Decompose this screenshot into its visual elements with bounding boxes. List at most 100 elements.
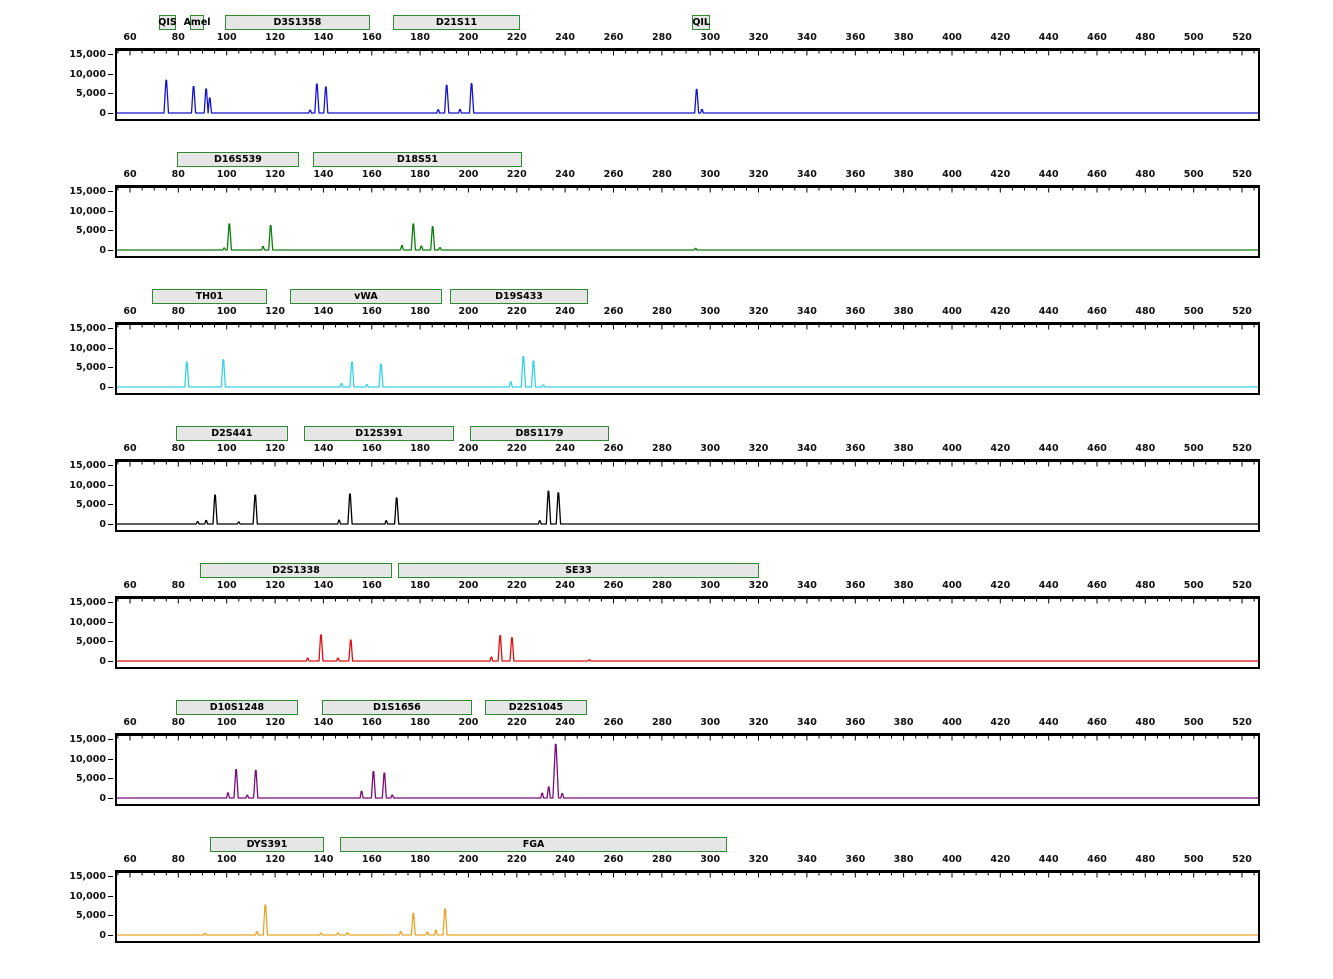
x-tick-label: 440	[1038, 306, 1059, 317]
marker-label: D19S433	[495, 291, 543, 302]
plot-zone: 15,000 10,000 5,000 0	[0, 322, 1333, 395]
marker-box-Amel[interactable]: Amel	[184, 15, 211, 30]
x-tick-label: 460	[1087, 717, 1107, 728]
x-tick-label: 420	[990, 580, 1011, 591]
marker-label: D8S1179	[515, 428, 564, 439]
marker-box-D10S1248[interactable]: D10S1248	[175, 700, 298, 715]
x-tick-label: 180	[410, 443, 431, 454]
y-tick-label: 5,000	[60, 500, 113, 510]
y-tick-label: 10,000	[60, 754, 113, 764]
y-tick-label: 5,000	[60, 89, 113, 99]
x-tick-label: 220	[506, 169, 527, 180]
marker-label: QIL	[692, 17, 710, 28]
x-tick-label: 360	[845, 717, 866, 728]
x-tick-label: 80	[171, 717, 185, 728]
plot-zone: 15,000 10,000 5,000 0	[0, 48, 1333, 121]
marker-box-TH01[interactable]: TH01	[152, 289, 267, 304]
x-tick-label: 280	[651, 32, 672, 43]
marker-box-D12S391[interactable]: D12S391	[304, 426, 455, 441]
x-tick-label: 100	[216, 32, 237, 43]
marker-box-D2S441[interactable]: D2S441	[175, 426, 288, 441]
x-tick-label: 520	[1232, 306, 1252, 317]
marker-box-D21S11[interactable]: D21S11	[393, 15, 520, 30]
x-tick-label: 380	[893, 580, 914, 591]
x-tick-label: 480	[1135, 169, 1156, 180]
plot-area[interactable]	[115, 596, 1260, 669]
marker-box-vWA[interactable]: vWA	[290, 289, 442, 304]
trace-orange	[117, 904, 1258, 936]
plot-area[interactable]	[115, 459, 1260, 532]
marker-box-D22S1045[interactable]: D22S1045	[484, 700, 587, 715]
y-tick-label: 10,000	[60, 206, 113, 216]
x-tick-label: 180	[410, 717, 431, 728]
x-tick-label: 260	[603, 306, 624, 317]
x-tick-label: 520	[1232, 580, 1252, 591]
y-tick-label: 0	[60, 794, 113, 803]
x-tick-label: 440	[1038, 580, 1059, 591]
x-tick-label: 380	[893, 443, 914, 454]
x-tick-label: 180	[410, 854, 431, 865]
x-tick-label: 220	[506, 306, 527, 317]
plot-area[interactable]	[115, 322, 1260, 395]
x-tick-label: 120	[265, 306, 286, 317]
x-tick-label: 360	[845, 306, 866, 317]
y-tick-label: 0	[60, 383, 113, 392]
x-tick-label: 140	[313, 443, 334, 454]
marker-box-D1S1656[interactable]: D1S1656	[321, 700, 472, 715]
y-tick-label: 10,000	[60, 891, 113, 901]
marker-box-DYS391[interactable]: DYS391	[210, 837, 324, 852]
x-tick-label: 220	[506, 32, 527, 43]
x-tick-label: 380	[893, 717, 914, 728]
marker-label: D10S1248	[209, 702, 265, 713]
plot-zone: 15,000 10,000 5,000 0	[0, 459, 1333, 532]
x-tick-label: 340	[796, 32, 817, 43]
plot-area[interactable]	[115, 870, 1260, 943]
x-tick-label: 320	[748, 443, 769, 454]
x-tick-label: 180	[410, 32, 431, 43]
marker-box-FGA[interactable]: FGA	[340, 837, 727, 852]
x-tick-label: 460	[1087, 580, 1107, 591]
marker-row: D16S539 D18S51	[0, 151, 1333, 167]
x-tick-label: 320	[748, 32, 769, 43]
marker-box-D16S539[interactable]: D16S539	[176, 152, 299, 167]
plot-zone: 15,000 10,000 5,000 0	[0, 733, 1333, 806]
x-tick-label: 480	[1135, 32, 1156, 43]
trace-svg	[117, 51, 1258, 114]
marker-box-D18S51[interactable]: D18S51	[313, 152, 522, 167]
x-tick-label: 140	[313, 169, 334, 180]
x-tick-label: 400	[942, 717, 962, 728]
marker-label: D16S539	[214, 154, 262, 165]
marker-label: TH01	[195, 291, 224, 302]
marker-box-D8S1179[interactable]: D8S1179	[469, 426, 609, 441]
x-tick-label: 80	[171, 443, 185, 454]
x-tick-label: 340	[796, 169, 817, 180]
x-axis-labels: 60 80 100 120 140 160 180 200 220 240 260 280 300 320…	[0, 852, 1333, 870]
marker-label: Amel	[183, 17, 211, 28]
x-tick-label: 400	[942, 32, 962, 43]
marker-row: DYS391 FGA	[0, 836, 1333, 852]
marker-box-D2S1338[interactable]: D2S1338	[200, 563, 392, 578]
x-tick-label: 520	[1232, 32, 1252, 43]
x-tick-label: 400	[942, 169, 962, 180]
x-tick-label: 480	[1135, 580, 1156, 591]
x-tick-label: 200	[458, 32, 479, 43]
x-tick-label: 280	[651, 717, 672, 728]
x-tick-label: 240	[555, 306, 576, 317]
x-tick-label: 280	[651, 854, 672, 865]
plot-area[interactable]	[115, 48, 1260, 121]
plot-area[interactable]	[115, 185, 1260, 258]
marker-box-QIL[interactable]: QIL	[691, 15, 711, 30]
plot-area[interactable]	[115, 733, 1260, 806]
marker-box-QIS[interactable]: QIS	[158, 15, 177, 30]
x-tick-label: 500	[1183, 443, 1204, 454]
x-axis-labels: 60 80 100 120 140 160 180 200 220 240 260 280 300 320…	[0, 578, 1333, 596]
x-tick-label: 120	[265, 443, 286, 454]
x-tick-label: 160	[361, 443, 382, 454]
x-tick-label: 160	[361, 306, 382, 317]
marker-box-D19S433[interactable]: D19S433	[450, 289, 588, 304]
marker-box-D3S1358[interactable]: D3S1358	[225, 15, 370, 30]
y-tick-label: 0	[60, 520, 113, 529]
marker-box-SE33[interactable]: SE33	[397, 563, 760, 578]
x-tick-label: 460	[1087, 32, 1107, 43]
x-tick-label: 160	[361, 169, 382, 180]
